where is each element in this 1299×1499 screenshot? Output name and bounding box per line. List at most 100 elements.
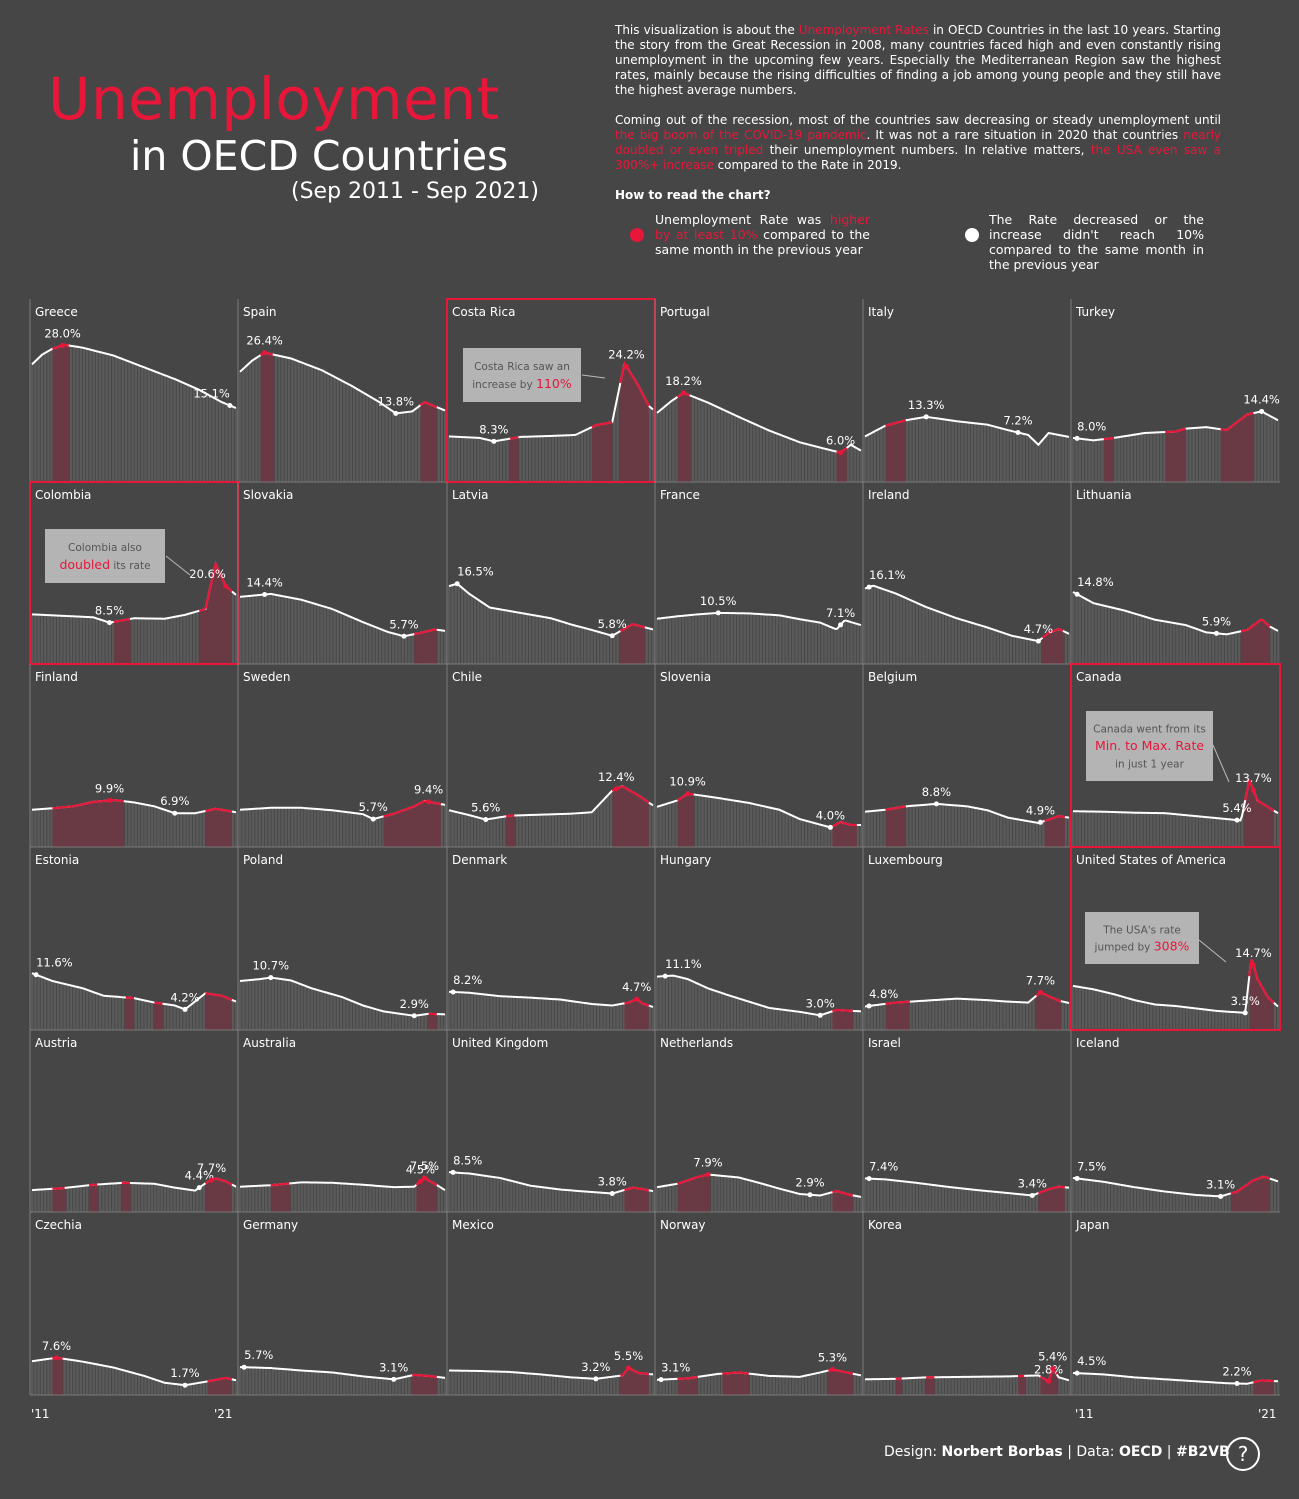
- bar: [323, 371, 327, 482]
- bar: [619, 1191, 623, 1212]
- bar: [662, 1379, 665, 1395]
- bar: [964, 1376, 967, 1395]
- bar: [717, 1373, 720, 1395]
- bar: [675, 397, 678, 482]
- bar: [82, 988, 86, 1030]
- bar: [372, 398, 375, 482]
- bar: [1000, 815, 1003, 847]
- highlight-area: [620, 1368, 649, 1395]
- bar: [974, 623, 977, 664]
- bar: [711, 1374, 714, 1395]
- bar: [1055, 434, 1058, 482]
- bar: [359, 1184, 362, 1212]
- bar: [772, 1008, 775, 1030]
- bar: [1231, 1383, 1234, 1395]
- bar: [362, 1005, 366, 1030]
- bar: [616, 1004, 619, 1030]
- bar: [1081, 597, 1085, 664]
- bar: [1153, 1378, 1156, 1395]
- bar: [804, 1375, 808, 1395]
- bar: [1130, 1377, 1133, 1395]
- bar: [304, 600, 307, 664]
- bar: [365, 1185, 369, 1212]
- bar: [1192, 428, 1195, 482]
- bar: [291, 358, 294, 482]
- bar: [662, 407, 665, 482]
- bar: [804, 620, 808, 664]
- bar: [401, 635, 405, 664]
- bar: [186, 1007, 189, 1030]
- bar: [1130, 999, 1133, 1030]
- data-label: 13.8%: [378, 394, 415, 408]
- bar: [1169, 1005, 1173, 1030]
- highlight-frame: [1070, 846, 1281, 1031]
- bar: [759, 426, 763, 482]
- bar: [385, 631, 388, 664]
- bar: [297, 1182, 300, 1212]
- bar: [1221, 1382, 1225, 1395]
- bar: [248, 809, 252, 847]
- bar: [558, 999, 561, 1030]
- data-label: 26.4%: [246, 334, 283, 348]
- bar: [480, 818, 483, 847]
- bar: [451, 811, 454, 847]
- bar: [704, 1375, 707, 1395]
- bar: [1120, 1376, 1124, 1395]
- bar: [239, 1186, 242, 1212]
- bar: [1061, 1001, 1064, 1030]
- data-point: [1037, 989, 1043, 995]
- bar: [255, 979, 258, 1030]
- bar: [349, 616, 353, 664]
- bar: [157, 618, 160, 664]
- bar: [404, 1376, 408, 1395]
- bar: [1241, 815, 1244, 847]
- bar: [362, 622, 366, 664]
- bar: [506, 996, 509, 1030]
- bar: [762, 1184, 766, 1212]
- data-point: [827, 824, 833, 830]
- bar: [1009, 818, 1013, 847]
- highlight-area: [260, 352, 273, 482]
- bar: [990, 1000, 993, 1030]
- bar: [274, 807, 278, 847]
- bar: [205, 394, 209, 482]
- bar: [867, 1379, 870, 1395]
- bar: [398, 1378, 401, 1395]
- bar: [154, 618, 157, 664]
- bar: [1025, 434, 1029, 482]
- bar: [421, 1014, 424, 1030]
- bar: [1042, 821, 1045, 847]
- bar: [31, 614, 34, 664]
- bar: [1016, 1193, 1019, 1212]
- bar: [1120, 609, 1124, 664]
- bar: [1006, 634, 1009, 664]
- bar: [460, 1173, 464, 1212]
- bar: [1143, 812, 1146, 847]
- bar: [733, 1177, 737, 1212]
- bar: [551, 814, 555, 847]
- bar: [372, 1185, 375, 1212]
- bar: [186, 813, 189, 847]
- bar: [880, 588, 883, 664]
- bar: [889, 591, 893, 664]
- bar: [291, 1369, 294, 1395]
- intro-text: This visualization is about the Unemploy…: [615, 23, 1221, 188]
- bar: [310, 1182, 313, 1212]
- bar: [506, 439, 509, 482]
- bar: [698, 984, 701, 1030]
- bar: [1211, 1010, 1215, 1030]
- bar: [326, 607, 330, 664]
- bar: [977, 808, 980, 847]
- highlight-area: [89, 1184, 98, 1212]
- bar: [451, 436, 454, 482]
- bar: [545, 436, 548, 482]
- country-name: Australia: [243, 1036, 296, 1050]
- bar: [775, 1008, 779, 1030]
- bar: [593, 1004, 597, 1030]
- bar: [574, 1001, 577, 1030]
- help-button[interactable]: ?: [1226, 1437, 1260, 1471]
- bar: [856, 1374, 860, 1395]
- bar: [323, 606, 327, 664]
- bar: [675, 976, 678, 1030]
